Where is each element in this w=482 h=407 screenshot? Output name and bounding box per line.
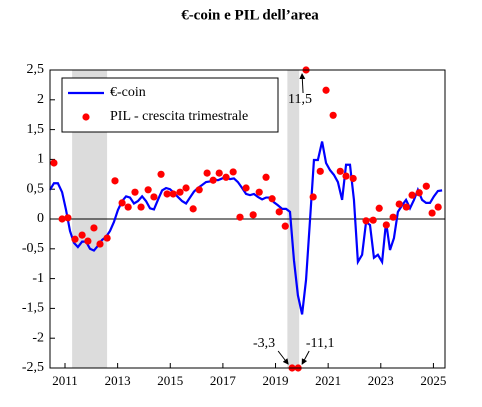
point — [369, 216, 377, 224]
x-tick-label: 2013 — [105, 373, 131, 388]
point — [169, 190, 177, 198]
plot-frame — [49, 69, 446, 369]
point — [349, 174, 357, 183]
y-tick-label: 0,5 — [27, 181, 45, 196]
point — [309, 193, 317, 201]
point — [322, 86, 330, 94]
annotation-arrow — [299, 73, 306, 94]
point — [362, 217, 370, 225]
legend-label: €-coin — [110, 85, 146, 100]
legend-label: PIL - crescita trimestrale — [110, 109, 248, 124]
point — [249, 211, 257, 219]
point — [342, 172, 350, 180]
point — [118, 199, 126, 207]
point — [90, 224, 98, 232]
point — [215, 169, 223, 177]
point — [395, 200, 403, 208]
y-tick-label: -1 — [32, 271, 44, 286]
y-tick-label: 2 — [37, 92, 44, 107]
point — [262, 173, 270, 181]
annotation: -3,3 — [253, 336, 275, 351]
x-tick-label: 2017 — [210, 373, 237, 388]
point — [157, 170, 165, 178]
point — [329, 111, 337, 119]
point — [144, 186, 152, 194]
point — [209, 176, 217, 184]
legend-box — [61, 77, 279, 133]
point — [389, 213, 397, 221]
point — [84, 237, 92, 245]
chart-title: €-coin e PIL dell’area — [181, 7, 319, 23]
point — [195, 186, 203, 194]
y-tick-label: -2,5 — [22, 360, 44, 375]
point — [131, 188, 139, 196]
x-tick-label: 2023 — [368, 373, 394, 388]
y-tick-label: -1,5 — [22, 301, 44, 316]
point — [408, 191, 416, 199]
point — [137, 203, 145, 211]
point — [58, 215, 66, 223]
point — [402, 203, 410, 211]
x-tick-label: 2011 — [52, 373, 78, 388]
point — [124, 203, 132, 211]
point — [222, 173, 230, 181]
point — [382, 221, 390, 229]
x-tick-label: 2015 — [157, 373, 183, 388]
annotation: -11,1 — [306, 336, 335, 351]
y-tick-label: 1,5 — [27, 122, 45, 137]
point — [434, 203, 442, 211]
point — [78, 231, 86, 239]
point — [281, 222, 289, 230]
point — [182, 184, 190, 192]
point — [176, 188, 184, 196]
point — [336, 167, 344, 175]
point — [275, 208, 283, 216]
point — [111, 177, 119, 185]
x-tick-label: 2025 — [420, 373, 446, 388]
point — [229, 168, 237, 176]
y-tick-label: -2 — [32, 330, 44, 345]
point — [236, 213, 244, 221]
point — [316, 167, 324, 175]
y-tick-label: 1 — [37, 152, 44, 167]
point — [415, 189, 423, 197]
line — [49, 141, 443, 315]
point — [150, 193, 158, 201]
point — [255, 188, 263, 196]
point — [103, 234, 111, 242]
y-tick-label: 2,5 — [27, 62, 45, 77]
x-tick-label: 2021 — [315, 373, 341, 388]
point — [203, 169, 211, 177]
point — [375, 204, 383, 212]
annotation: 11,5 — [288, 92, 312, 107]
point — [189, 205, 197, 213]
annotation-arrow — [301, 350, 310, 365]
point — [428, 209, 436, 217]
point — [96, 240, 104, 248]
y-tick-label: 0 — [37, 211, 44, 226]
annotation-arrow — [277, 350, 289, 365]
point — [422, 182, 430, 190]
y-tick-label: -0,5 — [22, 241, 44, 256]
legend-dot — [82, 113, 90, 121]
x-tick-label: 2019 — [263, 373, 289, 388]
point — [242, 184, 250, 192]
point — [50, 159, 58, 167]
point — [163, 190, 171, 198]
point — [268, 195, 276, 203]
point — [71, 235, 79, 243]
point — [64, 214, 72, 222]
